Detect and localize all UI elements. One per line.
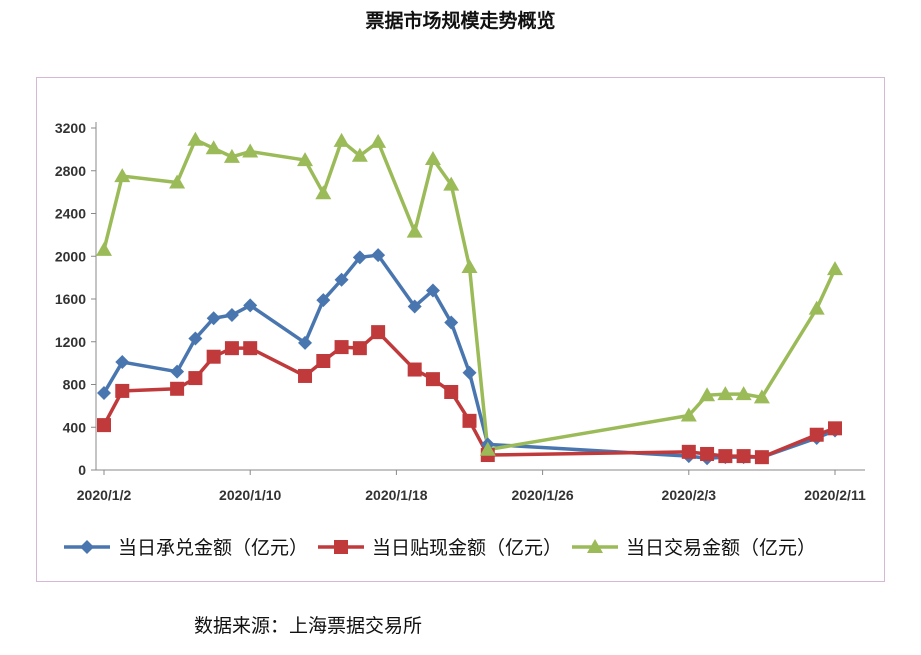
- data-point-square: [718, 449, 733, 464]
- data-point-triangle: [351, 147, 368, 162]
- data-point-diamond: [170, 364, 185, 379]
- data-point-square: [352, 341, 367, 356]
- legend-swatch-triangle: [572, 538, 619, 553]
- data-point-square: [754, 450, 769, 465]
- data-point-triangle: [406, 223, 423, 238]
- y-tick-label: 0: [78, 462, 86, 478]
- data-point-square: [115, 383, 130, 398]
- data-point-triangle: [699, 387, 716, 402]
- data-point-diamond: [352, 250, 367, 265]
- data-point-triangle: [223, 148, 240, 163]
- data-point-triangle: [242, 143, 259, 158]
- data-point-square: [316, 353, 331, 368]
- data-point-triangle: [114, 168, 131, 183]
- data-point-diamond: [188, 331, 203, 346]
- data-point-diamond: [298, 335, 313, 350]
- y-tick-label: 2400: [55, 206, 86, 222]
- source-note: 数据来源：上海票据交易所: [194, 615, 423, 637]
- data-point-square: [462, 413, 477, 428]
- data-point-square: [736, 449, 751, 464]
- series-line-3: [102, 138, 837, 452]
- legend-swatch-diamond: [64, 539, 110, 554]
- data-point-square: [700, 446, 715, 461]
- x-tick-label: 2020/2/11: [804, 487, 866, 503]
- data-point-square: [809, 427, 824, 442]
- x-tick-label: 2020/1/26: [511, 487, 573, 503]
- data-point-triangle: [717, 386, 734, 401]
- data-point-diamond: [444, 315, 459, 330]
- data-point-diamond: [425, 283, 440, 298]
- x-tick-label: 2020/2/3: [662, 487, 717, 503]
- data-point-square: [444, 384, 459, 399]
- data-point-triangle: [753, 389, 770, 404]
- y-tick-label: 400: [63, 419, 87, 435]
- y-tick-label: 1600: [55, 291, 86, 307]
- data-point-triangle: [680, 407, 697, 422]
- legend-swatch-square: [318, 539, 365, 554]
- data-point-square: [371, 325, 386, 340]
- data-point-square: [425, 372, 440, 387]
- data-point-square: [334, 340, 349, 355]
- y-tick-label: 800: [63, 377, 87, 393]
- data-point-square: [206, 349, 221, 364]
- legend: 当日承兑金额（亿元） 当日贴现金额（亿元） 当日交易金额（亿元）: [62, 533, 824, 560]
- y-tick-label: 3200: [55, 120, 86, 136]
- line-chart: 0 400 800 1200 1600 2000 2400 2800 3200 2020/1/2 2…: [55, 120, 866, 503]
- y-tick-label: 2800: [55, 163, 86, 179]
- data-point-square: [298, 368, 313, 383]
- data-point-triangle: [424, 150, 441, 165]
- data-point-diamond: [462, 365, 477, 380]
- data-point-triangle: [96, 241, 112, 256]
- legend-label: 当日承兑金额（亿元）: [118, 537, 309, 559]
- data-point-triangle: [479, 441, 496, 456]
- data-point-triangle: [169, 174, 186, 189]
- data-point-triangle: [461, 258, 478, 273]
- data-point-triangle: [297, 152, 314, 167]
- data-point-square: [188, 371, 203, 386]
- legend-label: 当日交易金额（亿元）: [626, 537, 817, 559]
- data-point-square: [97, 418, 111, 433]
- data-point-triangle: [315, 185, 332, 200]
- legend-item: 当日交易金额（亿元）: [570, 533, 816, 560]
- chart-frame: [36, 77, 885, 582]
- data-point-diamond: [243, 298, 258, 313]
- data-point-diamond: [316, 293, 331, 308]
- data-point-diamond: [97, 386, 111, 401]
- legend-item: 当日承兑金额（亿元）: [62, 533, 308, 560]
- data-point-triangle: [735, 386, 752, 401]
- data-point-diamond: [206, 311, 221, 326]
- legend-item: 当日贴现金额（亿元）: [316, 533, 562, 560]
- data-point-diamond: [407, 299, 422, 314]
- data-point-triangle: [443, 176, 460, 191]
- data-point-diamond: [224, 308, 239, 323]
- data-point-triangle: [333, 132, 350, 147]
- x-tick-label: 2020/1/2: [77, 487, 132, 503]
- chart-title: 票据市场规模走势概览: [365, 10, 556, 32]
- data-point-square: [407, 362, 422, 377]
- data-point-triangle: [187, 131, 204, 146]
- data-point-square: [681, 444, 696, 459]
- legend-label: 当日贴现金额（亿元）: [372, 537, 563, 559]
- data-point-triangle: [827, 261, 843, 276]
- data-point-diamond: [334, 272, 349, 287]
- y-tick-label: 2000: [55, 248, 86, 264]
- data-point-square: [170, 381, 185, 396]
- data-point-square: [224, 341, 239, 356]
- data-point-square: [243, 341, 258, 356]
- data-point-diamond: [371, 248, 386, 263]
- x-tick-label: 2020/1/18: [365, 487, 427, 503]
- data-point-diamond: [115, 355, 130, 370]
- data-point-triangle: [370, 133, 387, 148]
- data-point-triangle: [808, 300, 825, 315]
- x-tick-label: 2020/1/10: [219, 487, 281, 503]
- data-point-square: [828, 421, 842, 436]
- y-tick-label: 1200: [55, 334, 86, 350]
- data-point-triangle: [205, 140, 222, 155]
